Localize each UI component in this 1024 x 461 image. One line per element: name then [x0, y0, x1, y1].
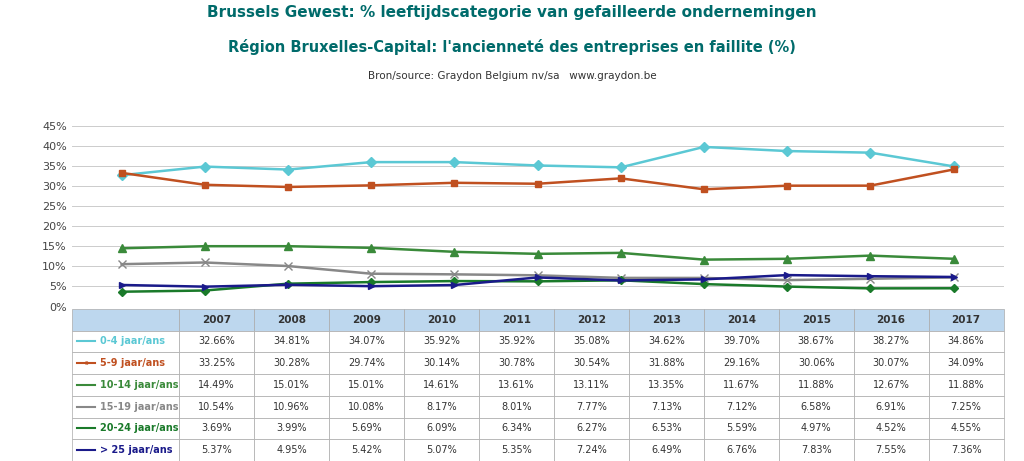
Text: 2011: 2011 [502, 315, 530, 325]
Text: 35.08%: 35.08% [573, 337, 609, 347]
Text: 7.36%: 7.36% [950, 445, 981, 455]
Text: 14.61%: 14.61% [423, 380, 460, 390]
Text: 38.27%: 38.27% [872, 337, 909, 347]
Text: 34.07%: 34.07% [348, 337, 385, 347]
Text: 32.66%: 32.66% [199, 337, 236, 347]
Text: 30.07%: 30.07% [872, 358, 909, 368]
Text: —: — [83, 382, 89, 388]
Text: 5-9 jaar/ans: 5-9 jaar/ans [100, 358, 165, 368]
Text: —: — [83, 404, 89, 410]
Text: 12.67%: 12.67% [872, 380, 909, 390]
Text: 5.37%: 5.37% [202, 445, 232, 455]
Text: 10-14 jaar/ans: 10-14 jaar/ans [100, 380, 179, 390]
Text: 11.88%: 11.88% [798, 380, 835, 390]
Text: 35.92%: 35.92% [498, 337, 535, 347]
Text: 29.16%: 29.16% [723, 358, 760, 368]
Text: 5.69%: 5.69% [351, 423, 382, 433]
Text: 6.09%: 6.09% [426, 423, 457, 433]
Text: Région Bruxelles-Capital: l'ancienneté des entreprises en faillite (%): Région Bruxelles-Capital: l'ancienneté d… [228, 39, 796, 55]
Text: 2013: 2013 [652, 315, 681, 325]
Text: 4.97%: 4.97% [801, 423, 831, 433]
Text: 15.01%: 15.01% [273, 380, 310, 390]
Text: 7.77%: 7.77% [575, 402, 607, 412]
Text: 4.52%: 4.52% [876, 423, 906, 433]
Text: 7.83%: 7.83% [801, 445, 831, 455]
Text: 7.25%: 7.25% [950, 402, 981, 412]
Text: 30.54%: 30.54% [573, 358, 609, 368]
Text: Bron/source: Graydon Belgium nv/sa   www.graydon.be: Bron/source: Graydon Belgium nv/sa www.g… [368, 71, 656, 82]
Text: 10.54%: 10.54% [199, 402, 236, 412]
Text: 6.34%: 6.34% [501, 423, 531, 433]
Text: 30.28%: 30.28% [273, 358, 310, 368]
Text: 7.13%: 7.13% [651, 402, 682, 412]
Text: 2012: 2012 [577, 315, 606, 325]
Text: 33.25%: 33.25% [199, 358, 236, 368]
Text: 5.59%: 5.59% [726, 423, 757, 433]
Text: 2017: 2017 [951, 315, 981, 325]
Text: 2015: 2015 [802, 315, 830, 325]
Text: 30.06%: 30.06% [798, 358, 835, 368]
Text: 34.86%: 34.86% [948, 337, 984, 347]
Text: 6.49%: 6.49% [651, 445, 682, 455]
Text: Brussels Gewest: % leeftijdscategorie van gefailleerde ondernemingen: Brussels Gewest: % leeftijdscategorie va… [207, 5, 817, 20]
Text: 8.01%: 8.01% [501, 402, 531, 412]
Text: 6.27%: 6.27% [575, 423, 607, 433]
Text: 13.35%: 13.35% [648, 380, 685, 390]
Text: s: s [84, 360, 88, 366]
Text: 5.35%: 5.35% [501, 445, 531, 455]
Text: 4.95%: 4.95% [276, 445, 307, 455]
Text: 0-4 jaar/ans: 0-4 jaar/ans [100, 337, 165, 347]
Text: 10.08%: 10.08% [348, 402, 385, 412]
Text: 35.92%: 35.92% [423, 337, 460, 347]
Text: 3.99%: 3.99% [276, 423, 307, 433]
Text: 31.88%: 31.88% [648, 358, 685, 368]
Text: 4.55%: 4.55% [950, 423, 981, 433]
Text: 14.49%: 14.49% [199, 380, 234, 390]
Text: 10.96%: 10.96% [273, 402, 310, 412]
Text: 15.01%: 15.01% [348, 380, 385, 390]
Text: 7.55%: 7.55% [876, 445, 906, 455]
Text: 2008: 2008 [278, 315, 306, 325]
Text: 15-19 jaar/ans: 15-19 jaar/ans [100, 402, 179, 412]
Text: 2016: 2016 [877, 315, 905, 325]
Text: 30.78%: 30.78% [498, 358, 535, 368]
Text: 6.76%: 6.76% [726, 445, 757, 455]
Text: 39.70%: 39.70% [723, 337, 760, 347]
Text: 5.42%: 5.42% [351, 445, 382, 455]
Text: 2010: 2010 [427, 315, 456, 325]
Text: 13.11%: 13.11% [573, 380, 609, 390]
Text: 5.07%: 5.07% [426, 445, 457, 455]
Text: 11.67%: 11.67% [723, 380, 760, 390]
Text: 34.62%: 34.62% [648, 337, 685, 347]
Text: 8.17%: 8.17% [426, 402, 457, 412]
Text: 30.14%: 30.14% [423, 358, 460, 368]
Text: > 25 jaar/ans: > 25 jaar/ans [100, 445, 173, 455]
Text: 11.88%: 11.88% [948, 380, 984, 390]
Text: 38.67%: 38.67% [798, 337, 835, 347]
Text: 13.61%: 13.61% [498, 380, 535, 390]
Text: 7.24%: 7.24% [575, 445, 607, 455]
Text: 2014: 2014 [727, 315, 756, 325]
Text: 2009: 2009 [352, 315, 381, 325]
Text: 6.53%: 6.53% [651, 423, 682, 433]
Text: —: — [83, 447, 89, 453]
Text: 20-24 jaar/ans: 20-24 jaar/ans [100, 423, 179, 433]
Text: 2007: 2007 [202, 315, 231, 325]
Text: 6.58%: 6.58% [801, 402, 831, 412]
Text: 3.69%: 3.69% [202, 423, 231, 433]
Text: 34.09%: 34.09% [948, 358, 984, 368]
Text: 29.74%: 29.74% [348, 358, 385, 368]
Text: —: — [83, 338, 89, 344]
Text: 7.12%: 7.12% [726, 402, 757, 412]
Text: 6.91%: 6.91% [876, 402, 906, 412]
Text: 34.81%: 34.81% [273, 337, 310, 347]
Text: —: — [83, 426, 89, 431]
